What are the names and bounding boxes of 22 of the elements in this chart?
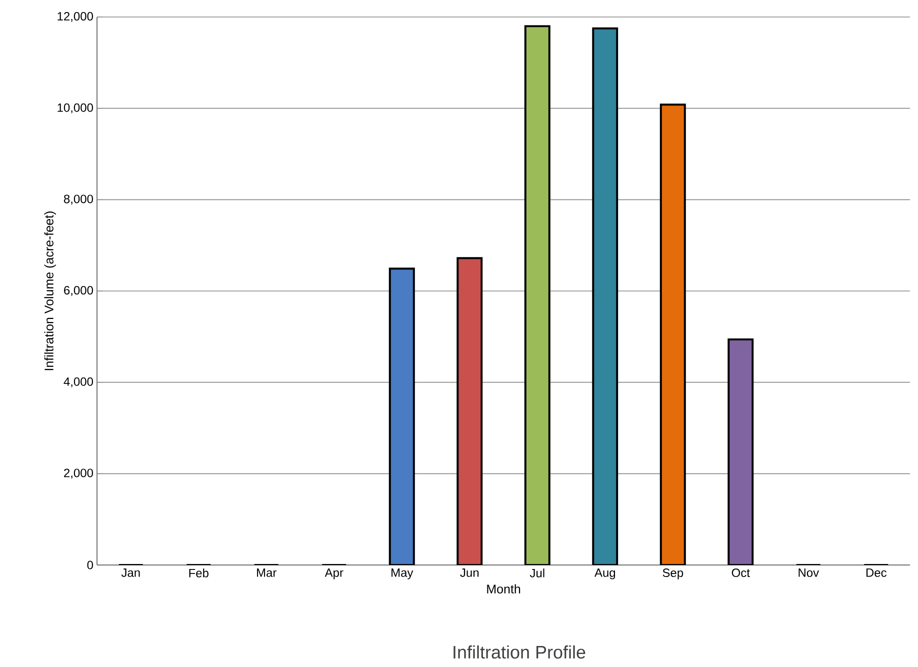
x-tick-label: May [392,568,414,580]
y-tick-label: 12,000 [58,12,94,22]
y-tick-label: 2,000 [64,468,94,479]
x-tick-label: Jun [460,568,479,577]
y-tick-label: 4,000 [64,377,94,388]
x-tick-label: Apr [324,568,344,580]
x-tick-label: Dec [866,568,886,577]
x-tick-label: Jan [121,568,140,577]
x-axis-title: Month [487,584,520,594]
x-tick-label: Oct [732,568,750,578]
y-tick-label: 0 [87,560,94,570]
text: Infiltration Profile [454,645,586,659]
x-tick-label: Aug [594,568,616,580]
x-tick-label: Mar [257,568,277,577]
y-tick-label: 8,000 [64,194,94,205]
x-tick-label: Nov [798,568,820,577]
y-tick-label: 10,000 [58,103,94,114]
x-tick-label: Jul [530,568,544,578]
y-axis-title: Infiltration Volume (acre-feet) [44,212,56,370]
x-tick-label: Sep [662,568,684,580]
y-tick-label: 6,000 [64,286,94,296]
x-tick-label: Feb [189,568,208,578]
